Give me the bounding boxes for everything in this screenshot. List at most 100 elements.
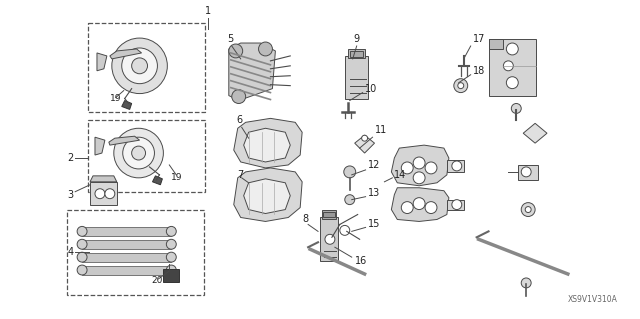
Polygon shape [234,118,302,168]
Polygon shape [488,39,504,49]
Polygon shape [110,49,141,59]
Polygon shape [90,176,116,182]
Polygon shape [323,211,335,218]
Circle shape [521,167,531,177]
Circle shape [504,61,513,71]
Circle shape [362,135,367,141]
Polygon shape [349,51,363,57]
Polygon shape [82,266,172,275]
Polygon shape [82,240,172,249]
Circle shape [511,103,521,114]
Polygon shape [82,253,172,262]
Polygon shape [90,182,116,204]
Text: 10: 10 [365,84,377,93]
Polygon shape [447,160,464,172]
Circle shape [105,189,115,199]
Bar [67,210,204,295]
Polygon shape [109,136,140,145]
Circle shape [122,48,157,84]
Text: 3: 3 [67,190,74,200]
Text: 19: 19 [110,94,122,103]
Polygon shape [234,168,302,221]
Circle shape [401,202,413,213]
Circle shape [340,226,349,235]
Circle shape [112,38,167,93]
Text: 2: 2 [67,153,74,163]
Polygon shape [320,218,338,261]
Text: 14: 14 [394,170,406,180]
Circle shape [132,58,147,74]
Text: 19: 19 [172,173,183,182]
Text: 6: 6 [237,115,243,125]
Circle shape [521,203,535,217]
Circle shape [229,44,243,58]
Text: XS9V1V310A: XS9V1V310A [568,295,618,304]
Polygon shape [97,53,107,71]
Text: 16: 16 [355,256,367,266]
Circle shape [425,162,437,174]
Text: 4: 4 [67,247,74,257]
Bar [88,23,205,112]
Polygon shape [355,135,374,153]
Polygon shape [392,188,449,221]
Circle shape [413,157,425,169]
Circle shape [166,265,176,275]
Polygon shape [82,227,172,236]
Circle shape [454,79,468,93]
Circle shape [344,166,356,178]
Circle shape [114,128,163,178]
Circle shape [458,83,464,89]
Polygon shape [163,269,179,282]
Circle shape [452,161,461,171]
Circle shape [77,226,87,236]
Circle shape [401,162,413,174]
Polygon shape [229,43,275,100]
Polygon shape [322,210,336,219]
Circle shape [345,195,355,204]
Circle shape [166,252,176,262]
Circle shape [166,226,176,236]
Circle shape [77,252,87,262]
Polygon shape [345,56,367,99]
Text: 13: 13 [367,188,380,198]
Polygon shape [447,200,464,210]
Circle shape [77,265,87,275]
Polygon shape [524,123,547,143]
Text: 18: 18 [473,66,485,76]
Circle shape [123,137,154,169]
Circle shape [525,207,531,212]
Circle shape [413,172,425,184]
Circle shape [506,77,518,89]
Text: 17: 17 [473,34,485,44]
Circle shape [425,202,437,213]
Text: 8: 8 [302,214,308,225]
Text: 12: 12 [367,160,380,170]
Text: 5: 5 [227,34,233,44]
Polygon shape [95,137,105,155]
Polygon shape [392,145,449,186]
Text: 20: 20 [152,277,163,286]
Text: 1: 1 [205,6,211,16]
Circle shape [77,239,87,249]
Text: 7: 7 [237,170,243,180]
Polygon shape [244,179,291,213]
Circle shape [132,146,145,160]
Circle shape [325,234,335,244]
Polygon shape [244,128,291,162]
Text: 15: 15 [367,219,380,229]
Text: 11: 11 [374,125,387,135]
Polygon shape [348,49,365,58]
Circle shape [95,189,105,199]
Text: 9: 9 [354,34,360,44]
Polygon shape [518,165,538,180]
Bar [88,120,205,192]
Polygon shape [152,176,163,185]
Circle shape [506,43,518,55]
Polygon shape [488,39,536,96]
Circle shape [521,278,531,288]
Circle shape [166,239,176,249]
Circle shape [259,42,273,56]
Circle shape [452,200,461,210]
Circle shape [413,198,425,210]
Circle shape [232,90,246,103]
